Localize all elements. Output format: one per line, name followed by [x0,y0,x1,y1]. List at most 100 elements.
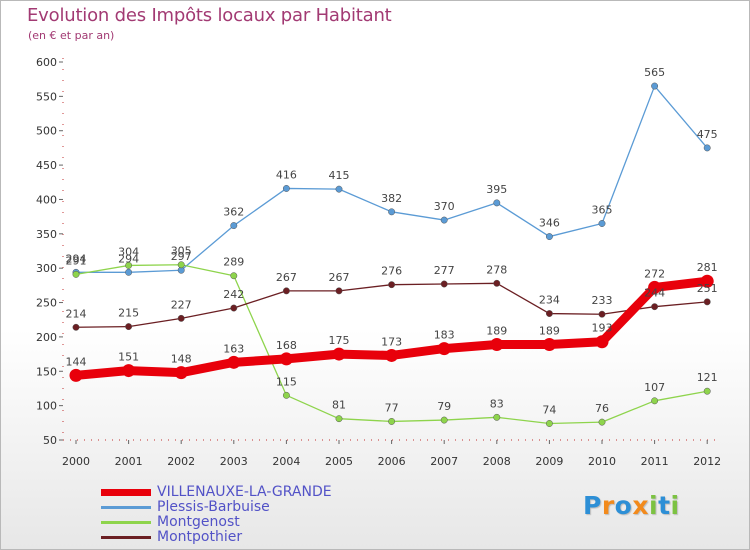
x-tick-label: 2011 [641,455,669,468]
data-point [437,342,451,356]
y-tick-label: 400 [36,193,57,206]
data-point [651,82,659,90]
data-label: 233 [592,294,613,307]
data-point [651,397,659,405]
chart-data-labels: 294 294 297 362 416 415 382 370 395 346 365 565 475 2… [66,66,718,416]
data-label: 163 [223,342,244,355]
data-label: 115 [276,375,297,388]
data-point [335,185,343,193]
data-label: 294 [118,252,139,265]
data-label: 81 [332,399,346,412]
y-tick-label: 350 [36,228,57,241]
data-label: 276 [381,265,402,278]
chart-axes: 50 100 150 200 250 300 350 400 450 500 550 600 2000 2… [36,56,721,468]
data-label: 362 [223,206,244,219]
data-point [490,337,504,351]
data-label: 183 [434,329,455,342]
data-label: 416 [276,168,297,181]
data-label: 475 [697,128,718,141]
data-label: 121 [697,371,718,384]
data-point [598,220,606,227]
data-point [332,347,346,361]
logo-letter: o [614,491,633,520]
data-label: 214 [66,307,87,320]
x-tick-label: 2010 [588,455,616,468]
data-label: 281 [697,261,718,274]
y-tick-label: 450 [36,159,57,172]
x-tick-label: 2012 [693,455,721,468]
logo-letter: t [658,491,671,520]
x-tick-label: 2004 [272,455,300,468]
data-point [177,261,185,269]
chart-series [69,82,714,427]
data-label: 565 [644,66,665,79]
data-point [542,337,556,351]
legend-label: Plessis-Barbuise [157,499,270,515]
data-label: 291 [66,254,87,267]
data-point [72,270,80,278]
data-label: 267 [276,271,297,284]
data-label: 370 [434,200,455,213]
data-point [545,233,553,241]
data-point [648,280,662,294]
data-label: 304 [118,245,139,258]
x-tick-label: 2008 [483,455,511,468]
legend-swatch [101,521,151,524]
data-point [282,185,290,192]
proxiti-logo: Proxiti [583,491,680,520]
data-label: 173 [381,335,402,348]
data-label: 395 [486,183,507,196]
data-point [282,287,290,295]
x-tick-label: 2000 [62,455,90,468]
data-point [388,417,396,425]
data-label: 215 [118,307,139,320]
x-tick-label: 2002 [167,455,195,468]
data-label: 251 [697,282,718,295]
logo-letter: i [670,491,680,520]
data-label: 79 [437,400,451,413]
data-point [174,366,188,380]
data-point [388,281,396,289]
data-point [230,304,238,312]
data-point [177,314,185,322]
x-tick-label: 2001 [115,455,143,468]
data-point [493,279,501,287]
y-tick-label: 550 [36,90,57,103]
data-label: 244 [644,287,665,300]
data-label: 77 [385,401,399,414]
data-point [227,355,241,369]
x-tick-label: 2006 [378,455,406,468]
logo-letter: i [649,491,659,520]
data-point [440,216,448,224]
legend-label: Montpothier [157,529,243,545]
logo-letter: P [583,491,602,520]
data-label: 175 [329,334,350,347]
y-tick-label: 600 [36,56,57,69]
data-point [493,199,501,207]
data-point [545,420,553,427]
legend-swatch [101,489,151,496]
data-point [335,287,343,295]
data-label: 189 [539,324,560,337]
data-point [703,144,711,152]
data-label: 272 [644,267,665,280]
data-label: 267 [329,271,350,284]
data-point [72,323,80,331]
data-label: 278 [486,263,507,276]
data-point [440,280,448,288]
data-point [335,415,343,423]
legend-label: VILLENAUXE-LA-GRANDE [157,484,332,500]
data-point [651,303,659,311]
data-label: 107 [644,381,665,394]
data-point [125,268,133,276]
y-tick-label: 250 [36,297,57,310]
data-label: 415 [329,169,350,182]
data-label: 168 [276,339,297,352]
logo-letter: r [601,491,615,520]
x-tick-label: 2007 [430,455,458,468]
data-label: 234 [539,294,560,307]
data-point [388,208,396,216]
y-tick-label: 500 [36,125,57,138]
